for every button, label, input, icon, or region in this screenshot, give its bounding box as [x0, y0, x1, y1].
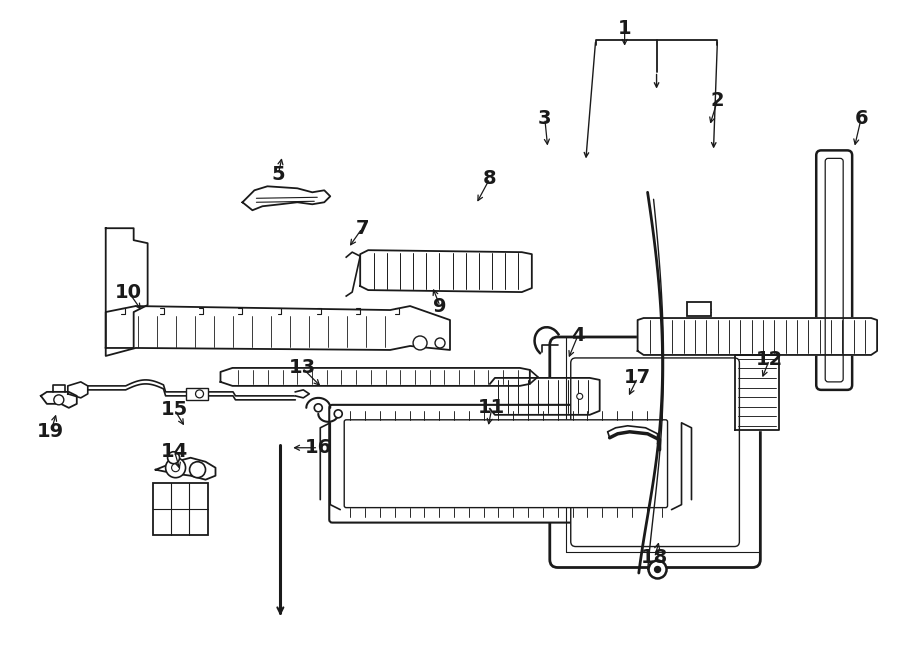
FancyBboxPatch shape: [816, 151, 852, 390]
Bar: [688, 302, 711, 316]
Polygon shape: [105, 306, 450, 356]
Bar: [185, 388, 208, 400]
FancyBboxPatch shape: [329, 405, 682, 523]
Text: 5: 5: [272, 165, 285, 184]
Polygon shape: [220, 368, 530, 386]
Polygon shape: [295, 390, 310, 398]
Circle shape: [654, 566, 661, 572]
FancyBboxPatch shape: [550, 337, 760, 568]
Text: 3: 3: [538, 109, 552, 128]
Text: 11: 11: [478, 399, 506, 417]
Text: 12: 12: [756, 350, 783, 369]
Text: 19: 19: [37, 422, 65, 442]
FancyBboxPatch shape: [344, 420, 668, 508]
Polygon shape: [346, 252, 360, 296]
Circle shape: [166, 457, 185, 478]
Text: 6: 6: [854, 109, 868, 128]
Circle shape: [413, 336, 427, 350]
Circle shape: [314, 404, 322, 412]
Text: 2: 2: [711, 91, 724, 110]
Polygon shape: [637, 318, 878, 355]
Text: 15: 15: [161, 401, 188, 419]
Text: 10: 10: [115, 283, 142, 301]
Polygon shape: [156, 457, 215, 480]
Text: 1: 1: [617, 19, 632, 38]
FancyBboxPatch shape: [825, 159, 843, 382]
Polygon shape: [105, 228, 148, 348]
Text: 4: 4: [571, 327, 584, 346]
FancyBboxPatch shape: [571, 358, 740, 547]
Text: 13: 13: [289, 358, 316, 377]
Polygon shape: [242, 186, 330, 210]
Text: 17: 17: [624, 368, 652, 387]
Circle shape: [649, 561, 667, 578]
Circle shape: [577, 393, 582, 399]
Text: 14: 14: [161, 442, 188, 461]
Circle shape: [54, 395, 64, 405]
Polygon shape: [735, 355, 779, 430]
Circle shape: [435, 338, 445, 348]
Text: 8: 8: [483, 169, 497, 188]
Circle shape: [334, 410, 342, 418]
Circle shape: [190, 462, 205, 478]
Text: 7: 7: [356, 219, 369, 238]
Circle shape: [172, 464, 180, 472]
Circle shape: [167, 451, 180, 464]
Text: 16: 16: [305, 438, 332, 457]
Polygon shape: [360, 250, 532, 292]
Bar: [153, 483, 208, 535]
Polygon shape: [68, 382, 88, 398]
Polygon shape: [40, 392, 76, 408]
Text: 18: 18: [641, 548, 668, 567]
Polygon shape: [490, 378, 599, 415]
Circle shape: [195, 390, 203, 398]
Text: 9: 9: [433, 297, 446, 315]
